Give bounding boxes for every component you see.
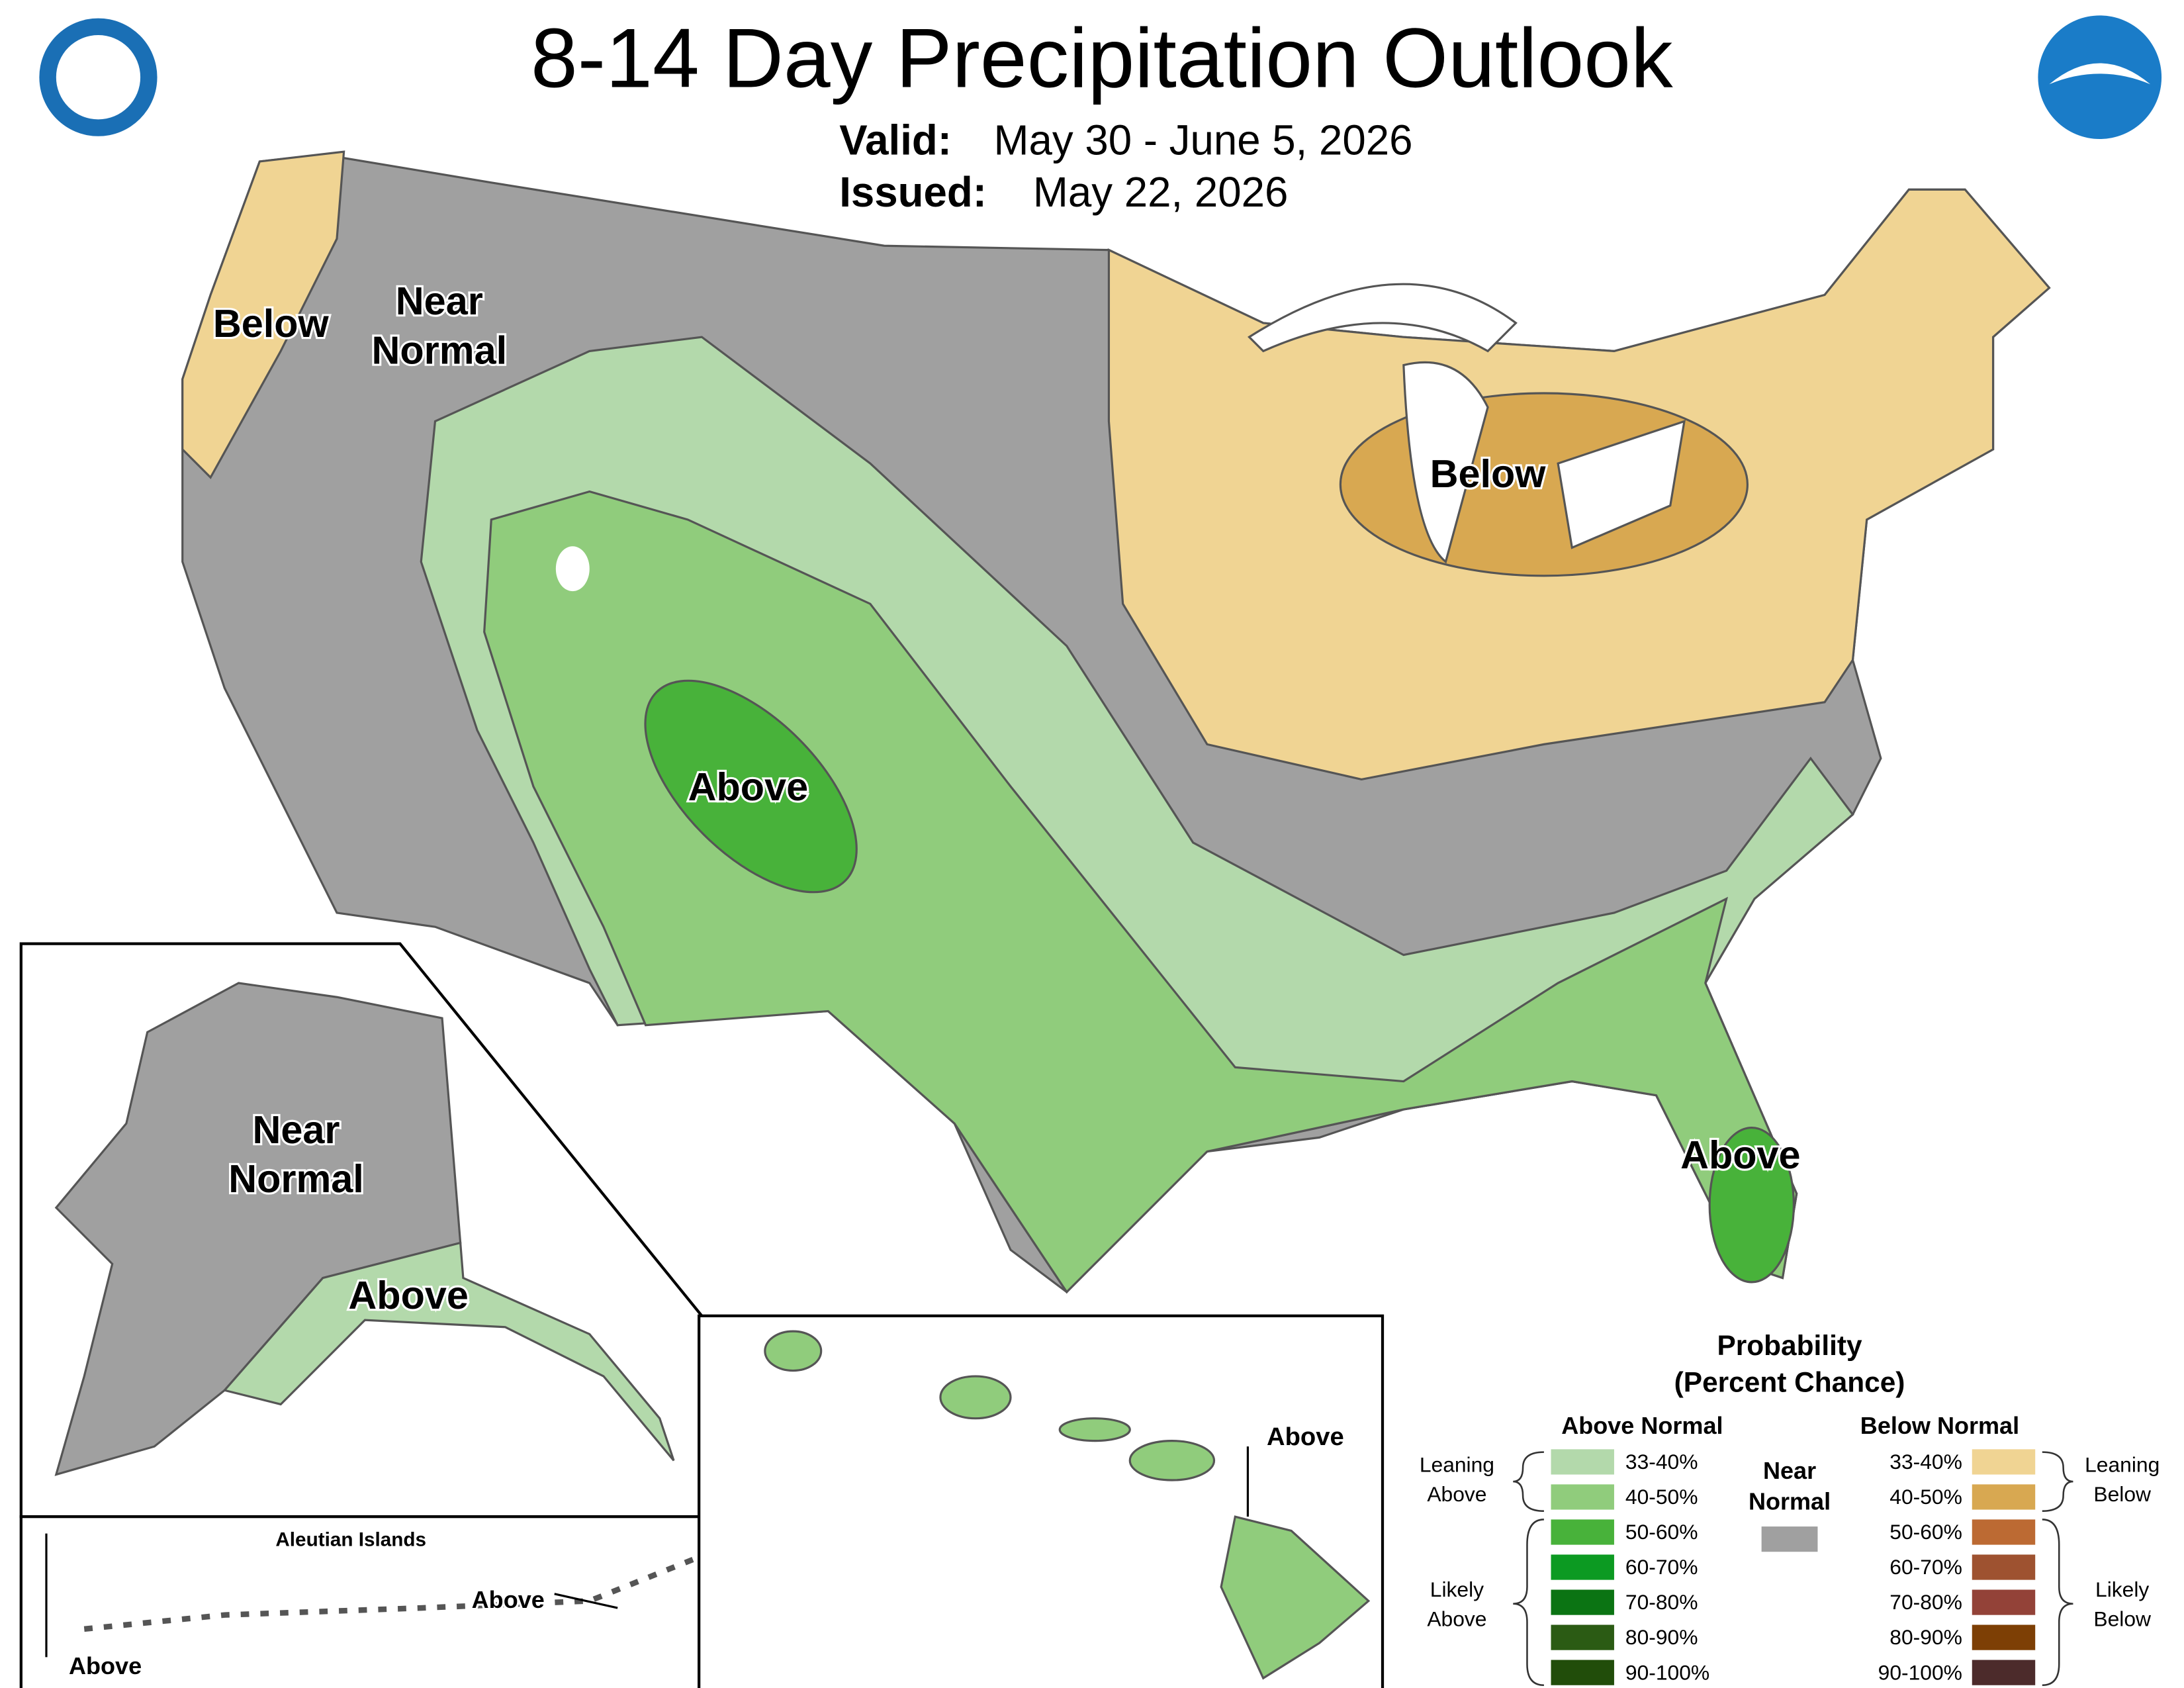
legend: Probability (Percent Chance) Above Normal B…: [1420, 1330, 2160, 1687]
salt-lake: [555, 546, 590, 592]
legend-swatch: [1551, 1589, 1614, 1615]
map-label: Above: [1267, 1423, 1344, 1451]
legend-title: Probability: [1717, 1330, 1862, 1361]
legend-range: 33-40%: [1625, 1450, 1698, 1474]
legend-range: 80-90%: [1625, 1625, 1698, 1649]
bracket-label: Leaning: [1420, 1452, 1494, 1476]
label-leader: [554, 1593, 618, 1609]
legend-swatch: [1551, 1519, 1614, 1545]
above-50-60: [644, 679, 858, 894]
legend-range: 90-100%: [1878, 1660, 1962, 1684]
alaska-inset: [19, 942, 704, 1519]
legend-range: 40-50%: [1889, 1485, 1962, 1509]
title: 8-14 Day Precipitation Outlook: [531, 11, 1673, 105]
map-label: Above: [348, 1273, 468, 1317]
bracket-label: Above: [1427, 1482, 1486, 1506]
below-heading: Below Normal: [1860, 1412, 2019, 1439]
conus-map: [181, 150, 2051, 1294]
legend-subtitle: (Percent Chance): [1674, 1366, 1905, 1397]
valid-dates: May 30 - June 5, 2026: [994, 117, 1413, 164]
legend-swatch: [1972, 1449, 2036, 1475]
bracket-label: Likely: [2095, 1577, 2149, 1601]
aleutian-title: Aleutian Islands: [275, 1529, 426, 1551]
maui: [1128, 1440, 1216, 1481]
legend-range: 33-40%: [1889, 1450, 1962, 1474]
alaska-above: [222, 1241, 675, 1462]
legend-swatch: [1972, 1624, 2036, 1650]
legend-swatch: [1972, 1519, 2036, 1545]
above-heading: Above Normal: [1561, 1412, 1723, 1439]
west-coast-below: [181, 150, 345, 479]
florida-above-50-60: [1708, 1126, 1796, 1284]
map-label: Below: [1430, 451, 1547, 496]
legend-swatch: [1551, 1624, 1614, 1650]
legend-range: 80-90%: [1889, 1625, 1962, 1649]
legend-swatch: [1551, 1554, 1614, 1580]
map-label: Normal: [228, 1156, 364, 1201]
bracket-label: Above: [1427, 1607, 1486, 1631]
map-label: Near: [396, 279, 483, 323]
commerce-logo-inner: [56, 35, 141, 120]
map-label: Above: [688, 765, 808, 809]
legend-bracket: [2042, 1451, 2073, 1512]
legend-swatch: [1972, 1660, 2036, 1685]
legend-range: 60-70%: [1889, 1555, 1962, 1579]
kauai: [764, 1330, 823, 1372]
bracket-label: Leaning: [2085, 1452, 2160, 1476]
map-labels: BelowNearNormalBelowAboveAboveNearNormal…: [45, 277, 1803, 1681]
legend-swatch: [1551, 1484, 1614, 1510]
big-island: [1220, 1515, 1371, 1680]
map-label: Above: [69, 1652, 142, 1679]
near-normal-label: Near: [1763, 1457, 1816, 1484]
bracket-label: Likely: [1430, 1577, 1484, 1601]
molokai: [1058, 1417, 1131, 1442]
map-label: Above: [472, 1586, 545, 1613]
bracket-label: Below: [2093, 1607, 2152, 1631]
logos: [39, 15, 2162, 140]
noaa-logo: [2038, 15, 2162, 140]
legend-bracket: [1513, 1519, 1544, 1687]
legend-range: 70-80%: [1889, 1590, 1962, 1614]
legend-swatch: [1972, 1589, 2036, 1615]
legend-range: 70-80%: [1625, 1590, 1698, 1614]
map-label: Above: [1680, 1133, 1800, 1177]
legend-swatch: [1551, 1660, 1614, 1685]
legend-range: 90-100%: [1625, 1660, 1709, 1684]
bracket-label: Below: [2093, 1482, 2152, 1506]
near-normal-label: Normal: [1749, 1488, 1831, 1515]
map-label: Normal: [372, 328, 508, 372]
legend-swatch: [1972, 1484, 2036, 1510]
map-label: Below: [213, 301, 330, 346]
legend-bracket: [1513, 1451, 1544, 1512]
hawaii-inset: [698, 1314, 1385, 1688]
aleutian-islands: [83, 1556, 696, 1632]
valid-label: Valid:: [839, 117, 952, 164]
legend-swatch: [1972, 1554, 2036, 1580]
legend-range: 40-50%: [1625, 1485, 1698, 1509]
legend-bracket: [2042, 1519, 2073, 1687]
legend-range: 50-60%: [1889, 1520, 1962, 1544]
legend-swatch: [1761, 1526, 1818, 1552]
legend-swatch: [1551, 1449, 1614, 1475]
issued-label: Issued:: [839, 169, 987, 216]
alaska-near-normal: [54, 982, 462, 1476]
issued-date: May 22, 2026: [1033, 169, 1288, 216]
great-lakes: [1248, 283, 1686, 564]
legend-range: 60-70%: [1625, 1555, 1698, 1579]
legend-range: 50-60%: [1625, 1520, 1698, 1544]
map-label: Near: [252, 1107, 340, 1152]
oahu: [939, 1375, 1012, 1420]
